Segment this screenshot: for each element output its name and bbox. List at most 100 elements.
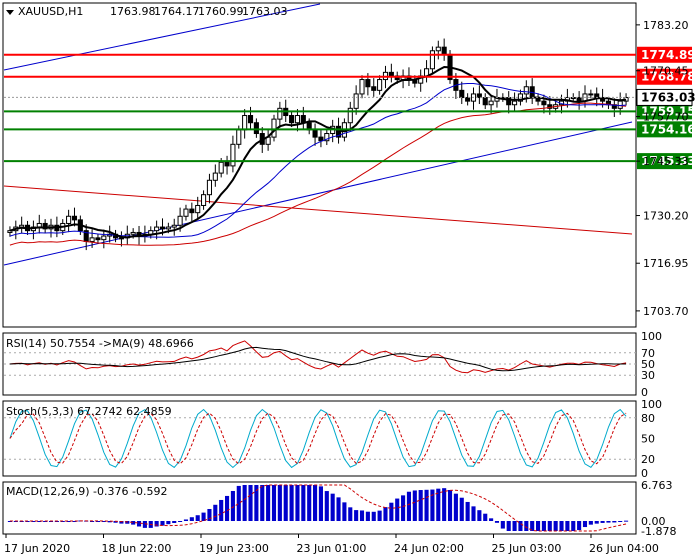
stoch-panel[interactable] (2, 400, 637, 477)
macd-bar (459, 497, 464, 522)
macd-bar (113, 521, 118, 523)
price-tick-label: 1757.70 (643, 111, 689, 124)
level-label-box (637, 103, 692, 120)
macd-signal-line (9, 484, 627, 532)
candle-body (230, 143, 236, 167)
macd-bar (330, 493, 335, 522)
macd-bar (189, 517, 194, 522)
indicator-tick-label: 6.763 (641, 479, 673, 492)
candle-body (289, 115, 295, 124)
macd-bar (618, 521, 623, 523)
stoch-layer (4, 408, 636, 469)
candle-body (541, 100, 547, 106)
candle-body (476, 93, 482, 99)
macd-bar (213, 504, 218, 522)
macd-bar (142, 521, 147, 528)
macd-bar (342, 502, 347, 522)
macd-bar (313, 485, 318, 522)
price-layer (3, 3, 633, 266)
macd-layer (7, 484, 629, 532)
macd-bar (219, 499, 224, 522)
macd-bar (271, 485, 277, 522)
candle-body (42, 222, 48, 230)
macd-bar (518, 521, 523, 531)
level-label-box (637, 46, 692, 63)
candle-body (441, 46, 447, 55)
candle-body (224, 161, 230, 167)
price-tick-label: 1716.95 (643, 257, 689, 270)
symbol-label: XAUUSD,H1 (18, 5, 83, 18)
macd-bar (436, 488, 441, 522)
macd-bar (453, 493, 458, 522)
macd-bar (418, 490, 423, 522)
candle-body (482, 97, 488, 106)
red-trend-line (3, 185, 633, 235)
macd-bar (389, 502, 394, 522)
macd-bar (512, 521, 517, 531)
macd-bar (107, 521, 112, 523)
candle-body (388, 71, 394, 77)
candle-body (66, 215, 72, 224)
candle-body (353, 93, 359, 109)
candle-body (165, 226, 171, 230)
current-price-label: 1763.03 (641, 90, 696, 104)
macd-bar (612, 521, 617, 523)
price-panel[interactable] (2, 2, 637, 328)
candle-body (95, 237, 101, 241)
macd-bar (354, 510, 359, 522)
indicator-tick-label: 80 (641, 412, 655, 425)
macd-bar (577, 521, 582, 531)
candle-body (359, 79, 365, 95)
ma-slow-line (9, 102, 627, 246)
macd-bar (336, 497, 341, 522)
triangle-down-icon (6, 10, 14, 15)
ohlc-open: 1763.98 (110, 5, 156, 18)
candle-body (547, 104, 553, 109)
candle-body (465, 97, 471, 102)
current-price-box (636, 88, 693, 106)
rsi-ma-line (9, 346, 627, 372)
macd-bar (365, 511, 370, 522)
price-tick-label: 1745.33 (643, 155, 689, 168)
candle-body (277, 107, 283, 120)
macd-bar (25, 521, 30, 523)
macd-bar (594, 521, 599, 524)
macd-bar (524, 521, 529, 531)
candle-body (177, 215, 183, 226)
macd-bar (489, 518, 494, 522)
macd-bar (154, 521, 159, 527)
candle-body (435, 46, 441, 52)
time-tick-label: 19 Jun 23:00 (199, 542, 269, 555)
candle-body (89, 237, 95, 242)
macd-bar (571, 521, 576, 531)
candle-body (247, 115, 254, 124)
candle-body (195, 204, 201, 214)
macd-bar (582, 521, 588, 528)
ohlc-high: 1764.17 (154, 5, 200, 18)
price-tick-label: 1703.70 (643, 305, 689, 318)
candle-body (271, 118, 277, 138)
macd-bar (377, 510, 382, 522)
indicator-tick-label: 30 (641, 369, 655, 382)
rsi-line (9, 340, 627, 374)
macd-bar (547, 521, 552, 531)
candle-body (617, 100, 623, 109)
rsi-layer (4, 340, 636, 376)
macd-bar (31, 521, 36, 523)
macd-bar (348, 507, 353, 522)
macd-bar (307, 485, 312, 522)
candle-body (347, 107, 353, 124)
macd-bar (230, 490, 235, 522)
macd-bar (535, 521, 541, 531)
macd-bar (465, 501, 470, 522)
level-label: 1754.16 (641, 122, 696, 136)
candle-body (189, 208, 195, 214)
time-tick-label: 23 Jun 01:00 (297, 542, 367, 555)
ma-mid-line (9, 83, 627, 238)
time-tick-label: 18 Jun 22:00 (102, 542, 172, 555)
candle-body (377, 79, 383, 91)
macd-bar (13, 521, 18, 523)
level-lines[interactable]: 1774.89 1768.78 1759.15 1754.16 1745.33 1763.… (4, 46, 696, 170)
macd-bar (295, 485, 300, 522)
